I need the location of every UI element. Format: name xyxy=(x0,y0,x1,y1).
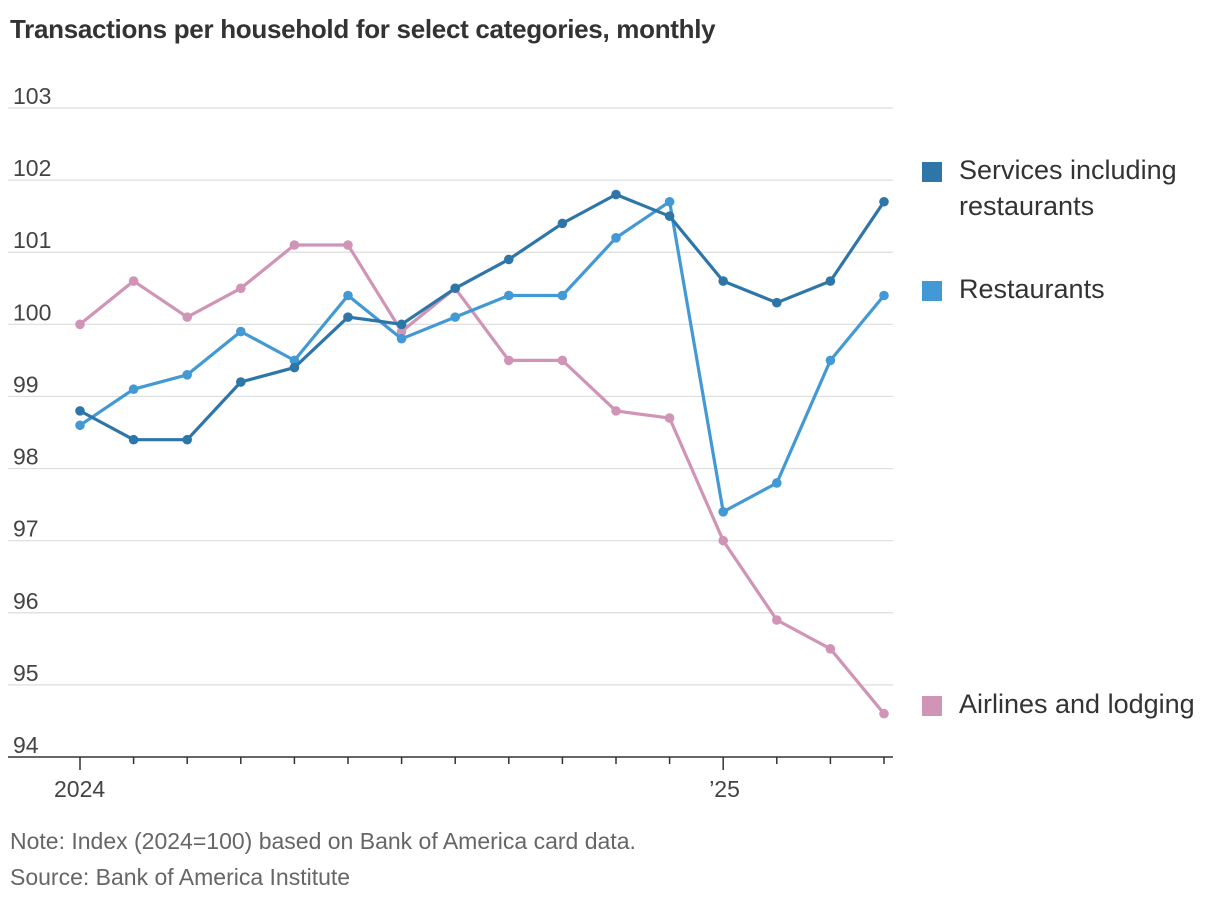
y-tick-label-99: 99 xyxy=(13,371,39,397)
y-tick-label-95: 95 xyxy=(13,660,39,686)
data-point-1-3 xyxy=(236,326,246,337)
data-point-0-11 xyxy=(664,211,675,221)
data-point-1-2 xyxy=(182,370,192,380)
series-lines xyxy=(75,189,889,719)
series-line-1 xyxy=(78,200,886,514)
y-tick-label-98: 98 xyxy=(13,444,39,470)
legend-label-services: Services including restaurants xyxy=(959,155,1177,221)
legend-swatch-restaurants xyxy=(922,281,942,301)
data-point-1-5 xyxy=(343,290,353,301)
data-point-0-0 xyxy=(75,406,85,416)
data-point-1-12 xyxy=(718,507,728,517)
data-point-2-14 xyxy=(825,644,836,654)
data-point-1-6 xyxy=(396,333,407,344)
series-2 xyxy=(75,240,889,719)
data-point-0-2 xyxy=(182,434,192,445)
y-tick-label-100: 100 xyxy=(13,299,51,325)
y-tick-label-101: 101 xyxy=(13,227,51,253)
data-point-2-4 xyxy=(289,240,300,250)
data-point-1-0 xyxy=(75,420,85,431)
y-tick-label-97: 97 xyxy=(13,516,39,542)
grid-lines xyxy=(8,107,893,686)
data-point-1-4 xyxy=(289,355,300,366)
data-point-2-11 xyxy=(664,413,675,423)
legend-label-airlines: Airlines and lodging xyxy=(959,689,1195,719)
data-point-1-7 xyxy=(450,312,461,322)
data-point-2-9 xyxy=(557,355,568,366)
chart-source: Source: Bank of America Institute xyxy=(10,864,351,890)
data-point-2-10 xyxy=(611,406,621,416)
y-tick-label-94: 94 xyxy=(13,732,39,758)
legend-swatch-airlines xyxy=(922,696,942,716)
data-point-0-5 xyxy=(343,312,353,322)
y-tick-label-96: 96 xyxy=(13,588,39,614)
y-tick-label-102: 102 xyxy=(13,155,51,181)
y-axis-ticks: 94 95 96 97 98 99 100 101 102 103 xyxy=(13,83,51,758)
data-point-0-12 xyxy=(718,276,728,286)
data-point-0-3 xyxy=(236,377,246,387)
data-point-0-14 xyxy=(825,276,836,286)
data-point-1-15 xyxy=(879,290,889,301)
data-point-1-11 xyxy=(664,196,675,207)
data-point-1-9 xyxy=(557,290,568,301)
data-point-1-14 xyxy=(825,355,836,366)
data-point-2-12 xyxy=(718,535,728,546)
x-axis: 2024 ’25 xyxy=(8,756,893,802)
data-point-0-4 xyxy=(289,362,300,373)
data-point-2-6 xyxy=(396,326,407,337)
data-point-0-15 xyxy=(879,196,889,207)
data-point-1-1 xyxy=(128,384,139,395)
data-point-0-6 xyxy=(396,319,407,330)
data-point-2-0 xyxy=(75,319,85,330)
data-point-0-7 xyxy=(450,283,461,294)
data-point-0-9 xyxy=(557,218,568,229)
data-point-2-2 xyxy=(182,312,192,322)
legend-label-restaurants: Restaurants xyxy=(959,274,1105,304)
data-point-0-1 xyxy=(128,434,139,445)
series-1 xyxy=(75,196,889,517)
chart-note: Note: Index (2024=100) based on Bank of … xyxy=(10,828,636,854)
data-point-2-3 xyxy=(236,283,246,294)
data-point-2-8 xyxy=(504,355,514,366)
data-point-1-10 xyxy=(611,233,621,243)
series-0 xyxy=(75,189,889,445)
data-point-2-1 xyxy=(128,276,139,286)
x-tick-label-0: 2024 xyxy=(54,776,105,802)
data-point-0-8 xyxy=(504,254,514,265)
data-point-0-10 xyxy=(611,189,621,200)
data-point-1-8 xyxy=(504,290,514,301)
data-point-2-5 xyxy=(343,240,353,250)
x-tick-label-12: ’25 xyxy=(709,776,740,802)
data-point-1-13 xyxy=(772,478,782,488)
chart-title: Transactions per household for select ca… xyxy=(10,14,716,44)
series-line-2 xyxy=(78,243,886,716)
data-point-0-13 xyxy=(772,297,782,308)
y-tick-label-103: 103 xyxy=(13,83,51,109)
data-point-2-13 xyxy=(772,615,782,625)
legend-swatch-services xyxy=(922,162,942,182)
data-point-2-15 xyxy=(879,708,889,719)
series-line-0 xyxy=(78,192,886,442)
